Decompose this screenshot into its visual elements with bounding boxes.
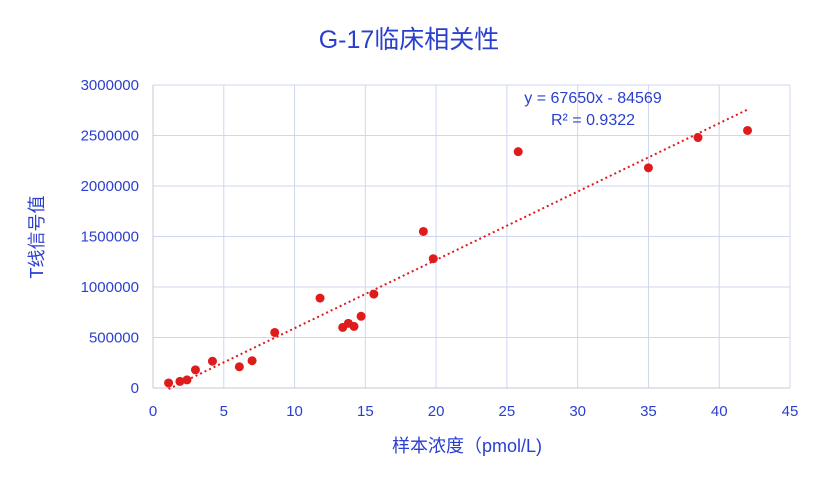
data-point: [349, 321, 359, 331]
data-point: [369, 289, 379, 299]
data-point: [428, 254, 438, 264]
data-point: [164, 378, 174, 388]
x-tick-label: 5: [220, 403, 228, 420]
x-tick-labels: 0 5 10 15 20 25 30 35 40 45: [149, 403, 799, 420]
x-tick-label: 30: [569, 403, 586, 420]
y-tick-label: 3000000: [81, 77, 139, 94]
trendline-equation: y = 67650x - 84569: [524, 90, 662, 107]
data-point: [356, 311, 366, 321]
data-point: [190, 365, 200, 375]
x-tick-label: 10: [286, 403, 303, 420]
y-tick-label: 1500000: [81, 229, 139, 246]
data-point: [513, 147, 523, 157]
y-tick-label: 500000: [89, 330, 139, 347]
data-point: [247, 356, 257, 366]
x-tick-label: 35: [640, 403, 657, 420]
data-point: [270, 327, 280, 337]
data-point: [175, 376, 185, 386]
data-point: [234, 362, 244, 372]
data-point: [693, 133, 703, 143]
x-axis-title: 样本浓度（pmol/L): [392, 436, 542, 456]
x-tick-label: 15: [357, 403, 374, 420]
trendline-layer: [168, 108, 748, 390]
y-axis-title: T线信号值: [27, 196, 47, 279]
data-point: [207, 356, 217, 366]
x-tick-label: 0: [149, 403, 157, 420]
x-tick-label: 25: [499, 403, 516, 420]
data-point: [315, 293, 325, 303]
data-point: [418, 226, 428, 236]
trendline: [168, 108, 748, 390]
gridlines: [153, 84, 791, 388]
x-tick-label: 20: [428, 403, 445, 420]
data-point: [643, 163, 653, 173]
x-tick-label: 40: [711, 403, 728, 420]
y-tick-label: 1000000: [81, 279, 139, 296]
axes: [152, 85, 790, 389]
y-tick-label: 2500000: [81, 128, 139, 145]
chart-title: G-17临床相关性: [319, 26, 500, 54]
data-point: [743, 125, 753, 135]
x-tick-label: 45: [782, 403, 799, 420]
y-tick-label: 2000000: [81, 178, 139, 195]
y-tick-label: 0: [131, 380, 139, 397]
data-points: [164, 125, 753, 388]
data-point: [182, 375, 192, 385]
y-tick-labels: 0 500000 1000000 1500000 2000000 2500000 30000…: [81, 77, 139, 397]
trendline-r-squared: R² = 0.9322: [551, 112, 635, 129]
